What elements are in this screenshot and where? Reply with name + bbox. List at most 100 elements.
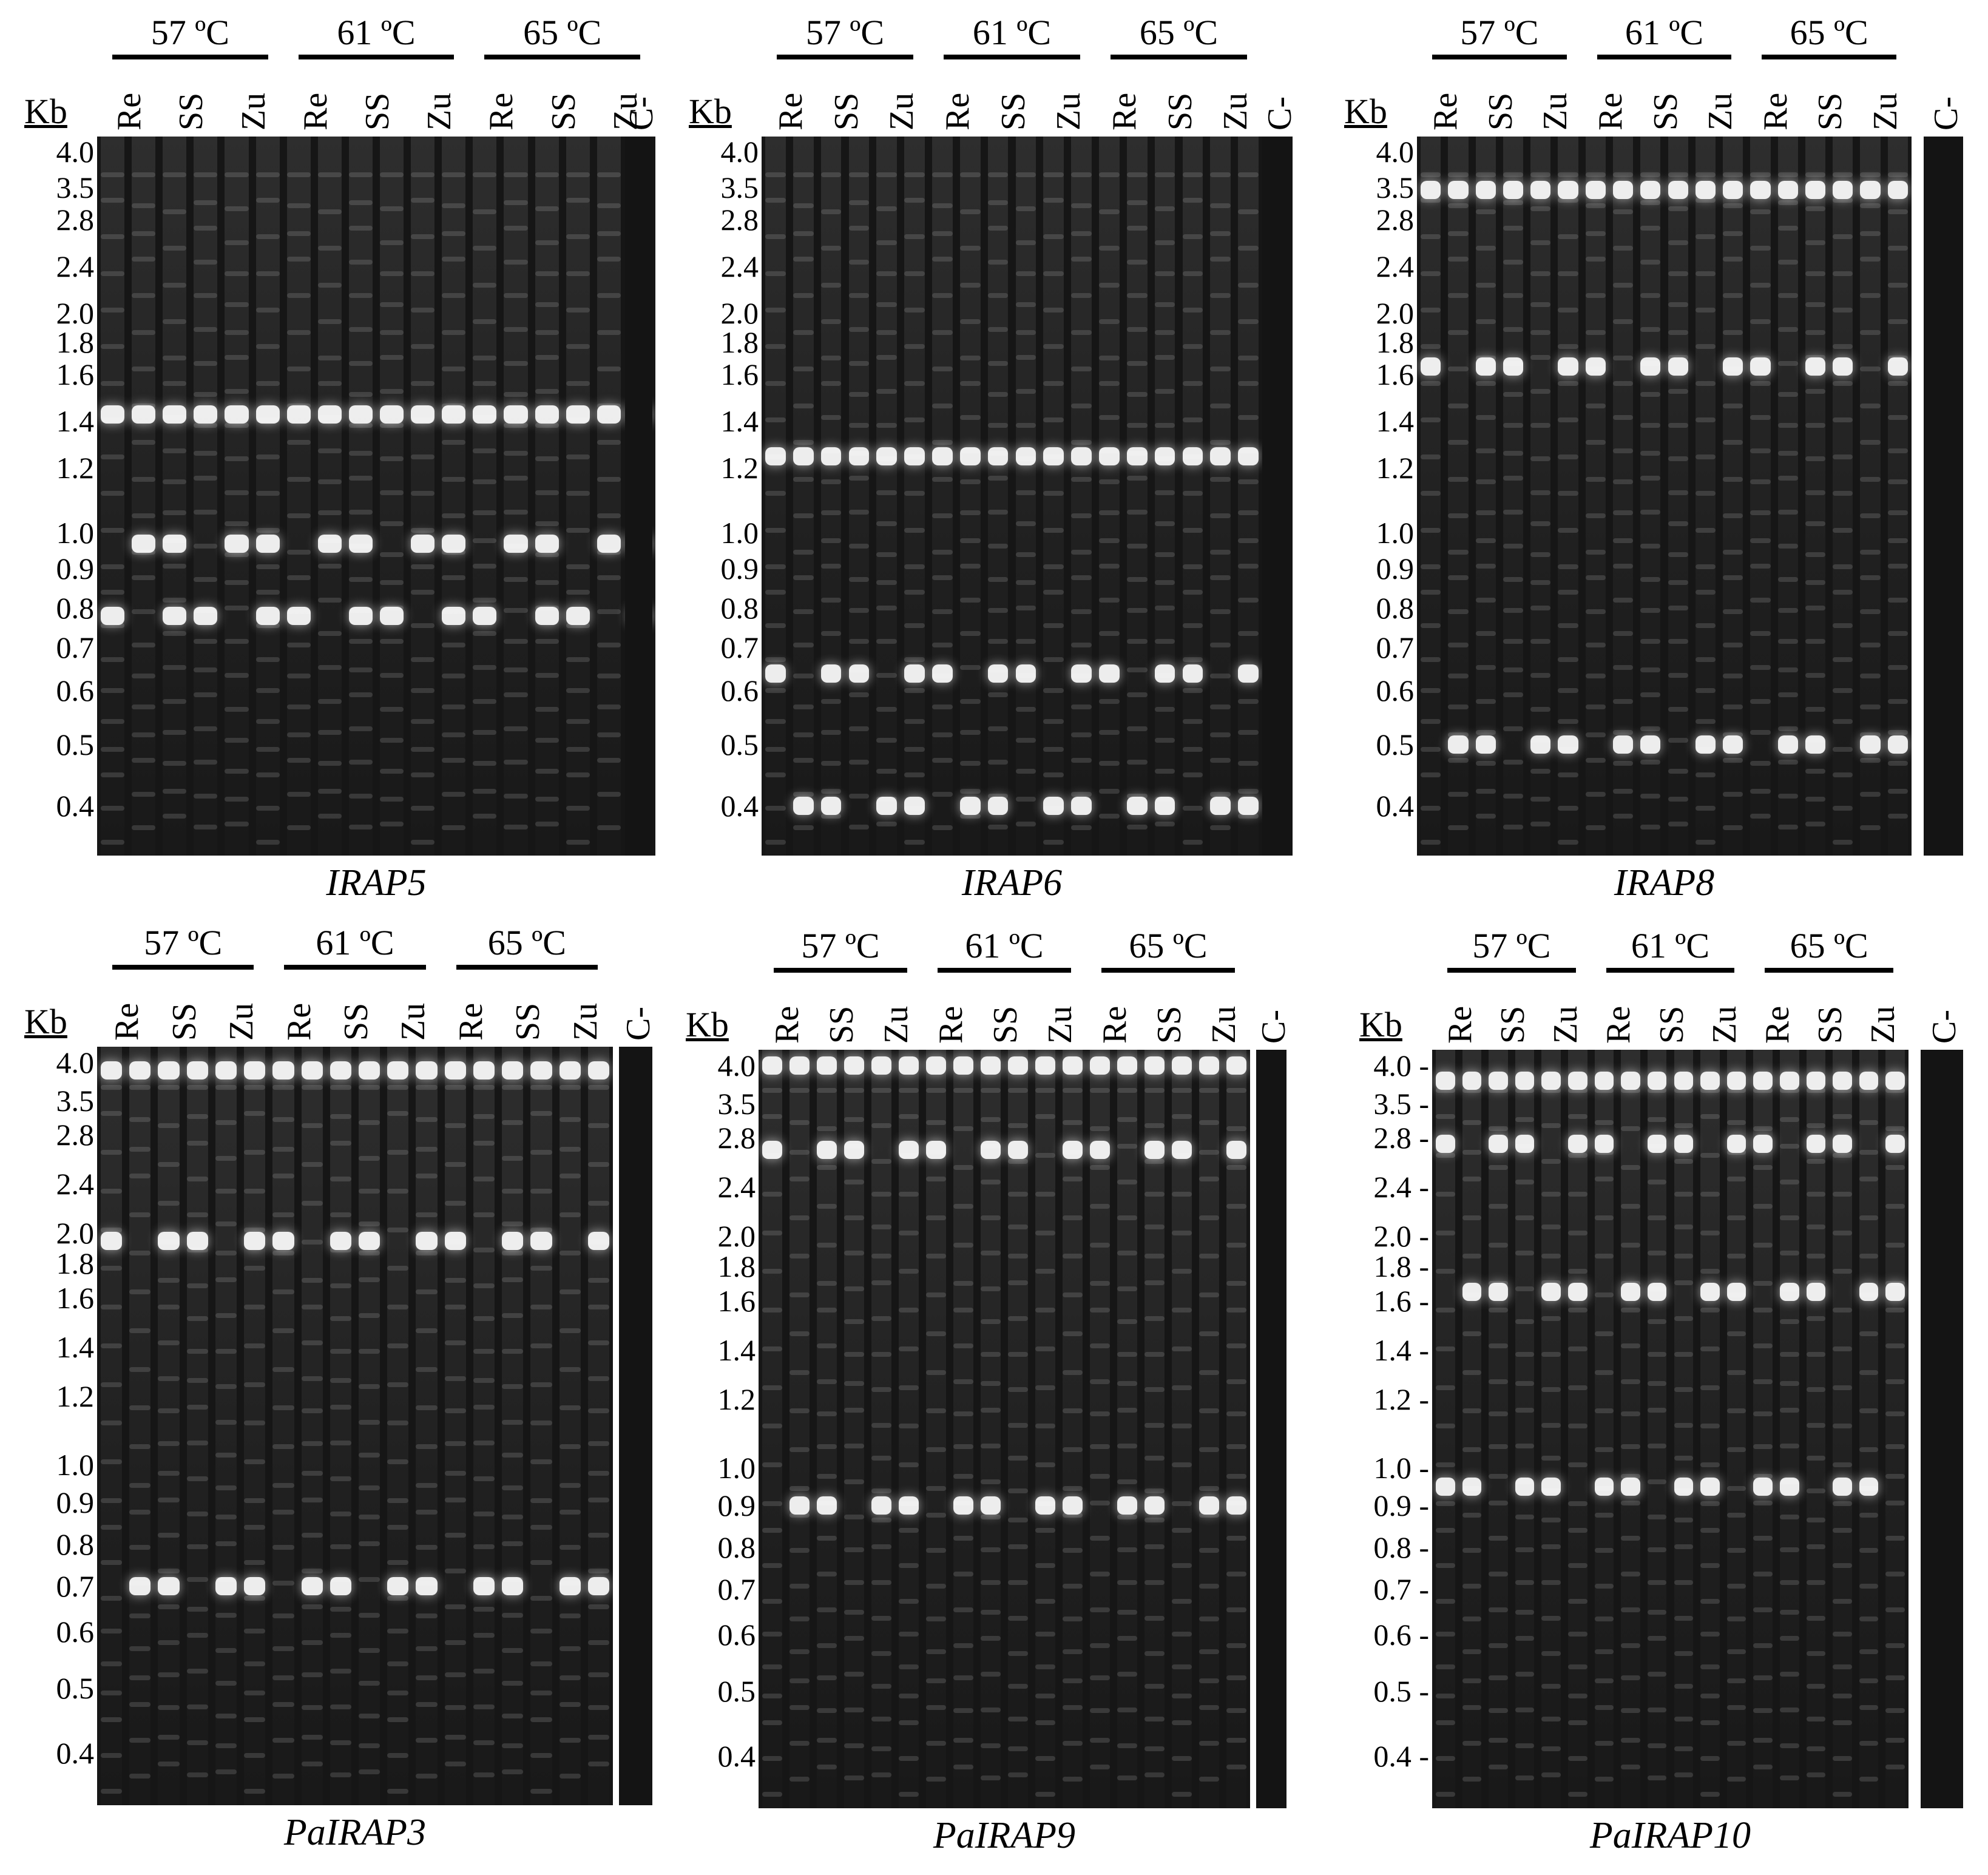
faint-band — [1833, 417, 1853, 423]
faint-band — [1647, 1215, 1667, 1220]
faint-band — [1558, 454, 1578, 459]
faint-band — [530, 1628, 552, 1633]
size-marker-label: 0.4 — [717, 1738, 756, 1773]
faint-band — [1489, 1087, 1508, 1093]
kb-unit-label: Kb — [24, 1002, 67, 1041]
faint-band — [255, 454, 280, 459]
faint-band — [1144, 1716, 1165, 1721]
faint-band — [848, 692, 870, 697]
faint-band — [1210, 550, 1231, 555]
faint-band — [1594, 1705, 1614, 1710]
faint-band — [1885, 1165, 1905, 1170]
faint-band — [317, 698, 342, 704]
faint-band — [1777, 450, 1798, 456]
temperature-bar — [1447, 968, 1576, 973]
faint-band — [904, 839, 925, 845]
faint-band — [442, 440, 466, 445]
faint-band — [762, 1087, 782, 1093]
faint-band — [442, 791, 466, 797]
gel-lane — [1805, 137, 1826, 856]
faint-band — [559, 1646, 581, 1651]
faint-band — [215, 1681, 237, 1686]
temperature-label: 57 ºC — [801, 926, 880, 965]
faint-band — [789, 1370, 810, 1375]
gel-lane — [1172, 1050, 1192, 1808]
faint-band — [953, 1607, 973, 1612]
faint-band — [330, 1669, 351, 1674]
faint-band — [981, 1775, 1001, 1781]
faint-band — [1674, 1087, 1694, 1093]
faint-band — [959, 246, 981, 251]
faint-band — [330, 1348, 351, 1354]
faint-band — [1144, 1684, 1165, 1689]
faint-band — [876, 822, 898, 827]
faint-band — [1226, 1308, 1246, 1312]
temperature-label: 61 ºC — [316, 923, 394, 962]
faint-band — [1448, 231, 1469, 237]
faint-band — [817, 1087, 837, 1093]
strong-band — [317, 405, 342, 424]
faint-band — [765, 380, 786, 386]
strong-band — [987, 664, 1009, 683]
lane-label: Zu — [566, 1002, 604, 1041]
faint-band — [1612, 172, 1634, 178]
faint-band — [101, 1305, 123, 1309]
faint-band — [1154, 521, 1175, 526]
faint-band — [1515, 1443, 1535, 1448]
faint-band — [793, 203, 814, 209]
strong-band — [1226, 1141, 1246, 1160]
faint-band — [1777, 360, 1798, 366]
faint-band — [535, 422, 559, 428]
faint-band — [1172, 1563, 1192, 1569]
faint-band — [163, 788, 187, 794]
strong-band — [330, 1576, 351, 1595]
strong-band — [1063, 1141, 1083, 1160]
faint-band — [1887, 631, 1908, 637]
faint-band — [1647, 1319, 1667, 1324]
faint-band — [1777, 825, 1798, 830]
faint-band — [225, 552, 249, 557]
faint-band — [987, 259, 1009, 265]
faint-band — [1777, 510, 1798, 515]
faint-band — [1421, 718, 1441, 724]
faint-band — [848, 639, 870, 644]
faint-band — [1063, 1292, 1083, 1297]
faint-band — [444, 1470, 466, 1476]
temperature-bar — [1765, 968, 1893, 973]
faint-band — [597, 643, 621, 648]
faint-band — [411, 718, 435, 724]
faint-band — [793, 293, 814, 299]
faint-band — [387, 1382, 409, 1387]
strong-band — [101, 1061, 123, 1079]
strong-band — [1015, 664, 1036, 683]
faint-band — [1475, 510, 1496, 516]
faint-band — [981, 1381, 1001, 1387]
faint-band — [987, 608, 1009, 613]
faint-band — [1475, 563, 1496, 569]
strong-band — [1594, 1072, 1614, 1090]
faint-band — [789, 1150, 810, 1155]
faint-band — [1805, 329, 1826, 335]
size-marker-label: 1.6 — [56, 1280, 95, 1315]
faint-band — [1421, 197, 1441, 203]
faint-band — [1008, 1191, 1028, 1197]
faint-band — [597, 367, 621, 372]
faint-band — [301, 1470, 323, 1476]
faint-band — [959, 282, 981, 288]
faint-band — [899, 1087, 919, 1093]
faint-band — [1779, 1087, 1799, 1093]
faint-band — [1753, 1343, 1773, 1348]
faint-band — [1779, 1381, 1799, 1387]
faint-band — [186, 1316, 208, 1321]
faint-band — [1674, 1716, 1694, 1721]
strong-band — [1090, 1141, 1110, 1160]
faint-band — [1621, 1675, 1640, 1681]
faint-band — [359, 1743, 380, 1748]
faint-band — [416, 1702, 438, 1707]
strong-band — [129, 1061, 151, 1079]
strong-band — [587, 1061, 609, 1079]
faint-band — [926, 1776, 946, 1782]
faint-band — [1777, 200, 1798, 206]
faint-band — [1530, 673, 1551, 678]
faint-band — [1035, 1527, 1055, 1533]
